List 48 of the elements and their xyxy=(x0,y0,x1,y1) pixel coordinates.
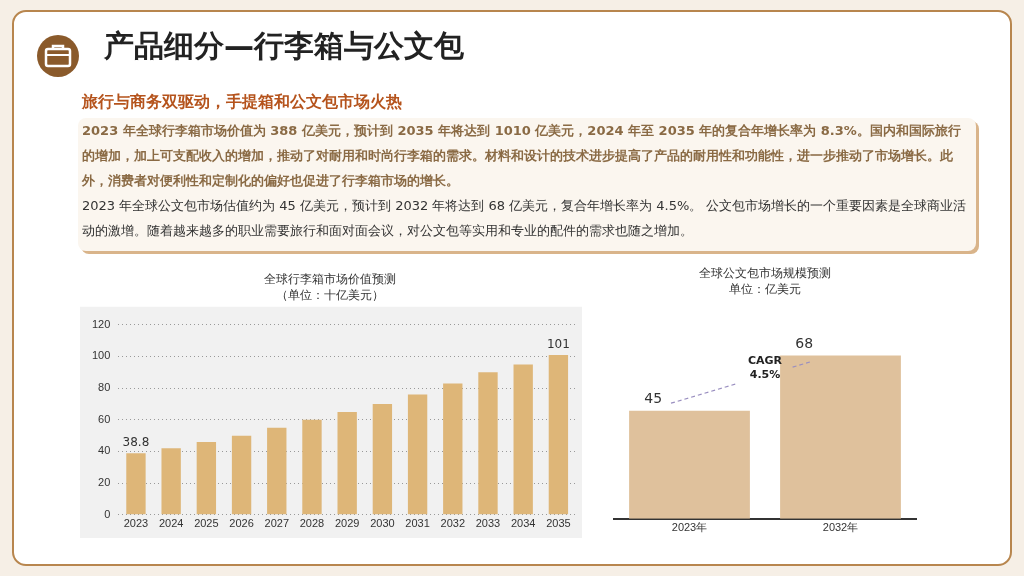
x-tick-label: 2032 xyxy=(440,517,466,530)
x-tick-label: 2034 xyxy=(510,517,536,530)
chart-title: 全球行李箱市场价值预测 xyxy=(264,271,396,286)
text: 旅行与商务双驱动，手提箱和公文包市场火热 xyxy=(82,92,402,113)
data-label: 101 xyxy=(546,337,570,352)
data-label: 38.8 xyxy=(122,435,150,450)
bar xyxy=(302,419,322,515)
y-tick-label: 100 xyxy=(91,349,111,362)
text: 2023 年全球行李箱市场价值为 388 亿美元，预计到 2035 年将达到 1010 亿美元，2024 年至 2035 年的复合年增长率为 8.3%。国内和国际旅行的增加，加上可支配收入的增加，推动了对耐用和时尚行李箱的需求。材料和设计的技术进步提高了产品的耐用性和功能性，进一步推动了市场增长。此外，消费者对便利性和定制化的偏好也促进了行李箱市场的增长。 xyxy=(82,122,962,190)
text: 2023 年全球公文包市场估值约为 45 亿美元，预计到 2032 年将达到 68 亿美元，复合年增长率为 4.5%。 公文包市场增长的一个重要因素是全球商业活动的激增。随着越来越多的职业需要旅行和面对面会议，对公文包等实用和专业的配件的需求也随之增加。 xyxy=(82,197,968,240)
y-tick-label: 20 xyxy=(98,476,111,489)
x-tick-label: 2030 xyxy=(370,517,395,530)
bar xyxy=(548,354,569,515)
bar xyxy=(267,427,287,515)
bar xyxy=(337,411,357,515)
x-tick-label: 2029 xyxy=(334,517,360,530)
x-tick-label: 2024 xyxy=(158,517,184,530)
y-tick-label: 120 xyxy=(91,317,111,330)
y-tick-label: 60 xyxy=(98,412,111,425)
data-label: 45 xyxy=(644,390,663,407)
bar xyxy=(196,441,217,515)
x-tick-label: 2031 xyxy=(405,517,430,530)
bar xyxy=(407,394,428,515)
bar xyxy=(372,403,393,515)
y-tick-label: 80 xyxy=(98,381,111,394)
chart-title: 全球公文包市场规模预测 xyxy=(699,265,831,280)
bar xyxy=(161,448,181,515)
chart-subtitle: （单位：十亿美元） xyxy=(276,287,384,302)
x-tick-label: 2028 xyxy=(299,517,325,530)
x-tick-label: 2025 xyxy=(194,517,219,530)
x-tick-label: 2023 xyxy=(123,517,149,530)
bar xyxy=(513,364,533,515)
data-label: 68 xyxy=(795,335,814,352)
annotation: CAGR 4.5% xyxy=(747,354,783,382)
x-tick-label: 2033 xyxy=(475,517,501,530)
bar xyxy=(443,383,463,515)
text: 产品细分—行李箱与公文包 xyxy=(104,27,464,65)
x-tick-label: 2032年 xyxy=(822,521,859,534)
chart-subtitle: 单位：亿美元 xyxy=(729,281,801,296)
bar xyxy=(126,453,146,515)
bar xyxy=(478,372,498,515)
bar xyxy=(231,435,252,515)
y-tick-label: 40 xyxy=(98,444,111,457)
x-tick-label: 2035 xyxy=(546,517,571,530)
x-tick-label: 2023年 xyxy=(671,521,708,534)
y-tick-label: 0 xyxy=(104,507,111,520)
x-tick-label: 2027 xyxy=(264,517,290,530)
x-tick-label: 2026 xyxy=(229,517,254,530)
